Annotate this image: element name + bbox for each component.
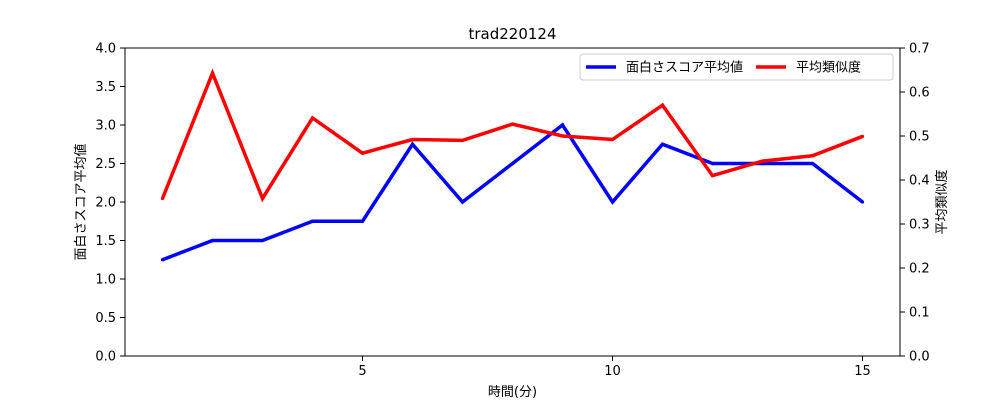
series-2-point-15 — [860, 134, 865, 139]
y-tick-label-left-0: 0.0 — [95, 350, 116, 365]
series-2-point-8 — [510, 122, 515, 126]
y-tick-label-right-5: 0.5 — [909, 130, 930, 145]
y-tick-label-left-6: 3.0 — [95, 119, 116, 134]
series-2-point-12 — [710, 174, 715, 178]
series-1-point-2 — [210, 238, 215, 243]
series-1-point-6 — [410, 142, 415, 146]
series-1-point-12 — [710, 161, 715, 166]
series-2-point-7 — [460, 138, 465, 142]
series-2-point-3 — [260, 196, 265, 201]
series-1-point-8 — [510, 161, 515, 166]
y-tick-label-left-7: 3.5 — [95, 80, 116, 95]
x-tick-label-2: 15 — [854, 364, 871, 379]
legend-label-1: 面白さスコア平均値 — [626, 60, 743, 76]
y-tick-label-left-1: 0.5 — [95, 311, 116, 326]
y-tick-label-right-7: 0.7 — [909, 42, 930, 57]
series-2-point-2 — [210, 71, 215, 75]
series-2-point-13 — [760, 159, 765, 163]
series-1-point-7 — [460, 200, 465, 204]
series-2-point-10 — [610, 137, 615, 142]
y-tick-label-right-4: 0.4 — [909, 174, 930, 189]
series-2-point-5 — [360, 151, 365, 155]
y-axis-title-left: 面白さスコア平均値 — [73, 143, 89, 260]
series-2-point-4 — [310, 116, 315, 120]
chart-legend: 面白さスコア平均値 平均類似度 — [579, 53, 894, 81]
y-tick-label-left-5: 2.5 — [95, 157, 116, 172]
series-1-point-10 — [610, 200, 615, 204]
x-axis-title: 時間(分) — [488, 385, 537, 400]
series-2-point-14 — [810, 154, 815, 158]
series-1-point-1 — [160, 258, 165, 262]
series-1-point-5 — [360, 219, 365, 223]
y-tick-label-right-0: 0.0 — [909, 350, 930, 365]
legend-label-2: 平均類似度 — [796, 60, 861, 76]
y-tick-label-right-6: 0.6 — [909, 86, 930, 101]
series-2-point-6 — [410, 137, 415, 142]
x-tick-label-1: 10 — [604, 364, 621, 379]
series-2-point-9 — [560, 134, 565, 138]
plot-frame — [124, 47, 901, 357]
series-1-point-11 — [660, 142, 665, 146]
y-tick-label-left-8: 4.0 — [95, 42, 116, 57]
series-1-point-4 — [310, 219, 315, 223]
y-tick-label-right-3: 0.3 — [909, 218, 930, 233]
chart-marks — [160, 68, 865, 262]
y-tick-label-right-2: 0.2 — [909, 262, 930, 277]
y-tick-label-right-1: 0.1 — [909, 306, 930, 321]
series-1-point-14 — [810, 161, 815, 166]
series-2-line — [160, 68, 864, 203]
y-tick-label-left-4: 2.0 — [95, 196, 116, 211]
chart-axes: 0.0 0.5 1.0 1.5 2.0 2.5 3.0 3.5 4.0 0.0 0.1 0.2 0.3 0… — [95, 42, 929, 380]
y-tick-label-left-3: 1.5 — [95, 234, 116, 249]
y-axis-title-right: 平均類似度 — [934, 169, 950, 234]
x-tick-label-0: 5 — [358, 364, 366, 379]
series-1-point-15 — [860, 200, 865, 204]
series-2-point-11 — [660, 103, 665, 107]
series-1-point-3 — [260, 238, 265, 243]
chart-title: trad220124 — [468, 25, 556, 43]
y-tick-label-left-2: 1.0 — [95, 273, 116, 288]
series-2-point-1 — [160, 196, 165, 201]
series-1-point-9 — [560, 123, 565, 127]
legend-box — [579, 53, 894, 81]
